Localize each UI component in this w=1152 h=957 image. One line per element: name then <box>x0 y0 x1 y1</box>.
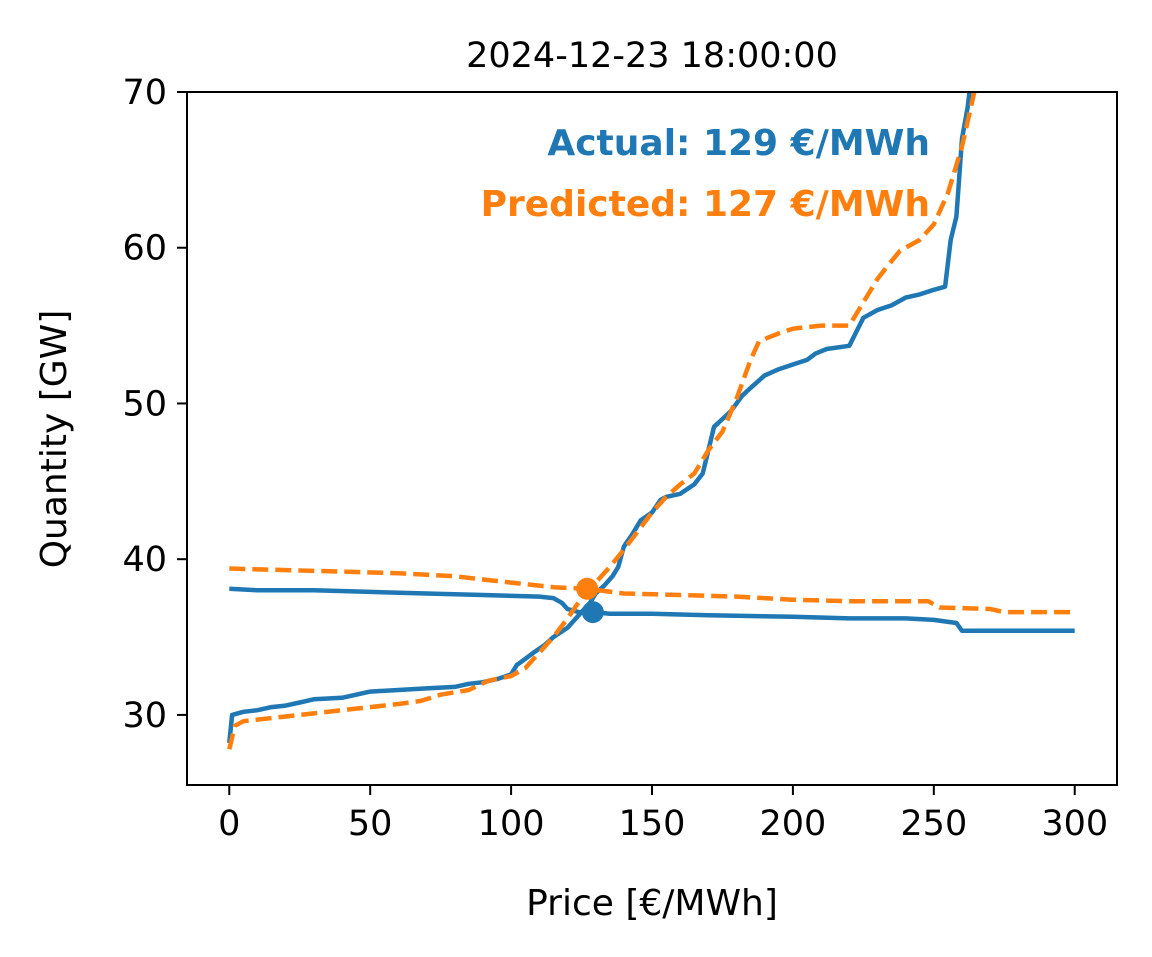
chart-title: 2024-12-23 18:00:00 <box>466 36 838 76</box>
x-tick-label: 200 <box>760 804 827 844</box>
annotation-predicted: Predicted: 127 €/MWh <box>481 184 930 225</box>
y-axis-ticks: 30 40 50 60 70 <box>122 73 187 736</box>
equilibrium-points <box>576 577 604 624</box>
x-tick-label: 50 <box>348 804 393 844</box>
series-layer <box>227 92 1075 750</box>
x-axis-ticks: 0 50 100 150 200 250 300 <box>218 785 1108 844</box>
y-tick-label: 70 <box>122 73 167 113</box>
x-tick-label: 0 <box>218 804 240 844</box>
y-tick-label: 30 <box>122 696 167 736</box>
x-tick-label: 250 <box>900 804 967 844</box>
series-line-predicted-demand <box>229 566 1075 615</box>
y-tick-label: 40 <box>122 540 167 580</box>
equilibrium-point-predicted <box>576 577 599 600</box>
y-tick-label: 60 <box>122 229 167 269</box>
x-tick-label: 150 <box>619 804 686 844</box>
y-tick-label: 50 <box>122 384 167 424</box>
x-tick-label: 100 <box>478 804 545 844</box>
y-axis-label: Quantity [GW] <box>34 310 75 569</box>
x-tick-label: 300 <box>1041 804 1108 844</box>
annotation-actual: Actual: 129 €/MWh <box>547 123 930 164</box>
series-line-actual-supply <box>227 92 972 744</box>
x-axis-label: Price [€/MWh] <box>526 883 778 924</box>
series-line-predicted-supply <box>227 92 977 750</box>
equilibrium-point-actual <box>581 601 604 624</box>
